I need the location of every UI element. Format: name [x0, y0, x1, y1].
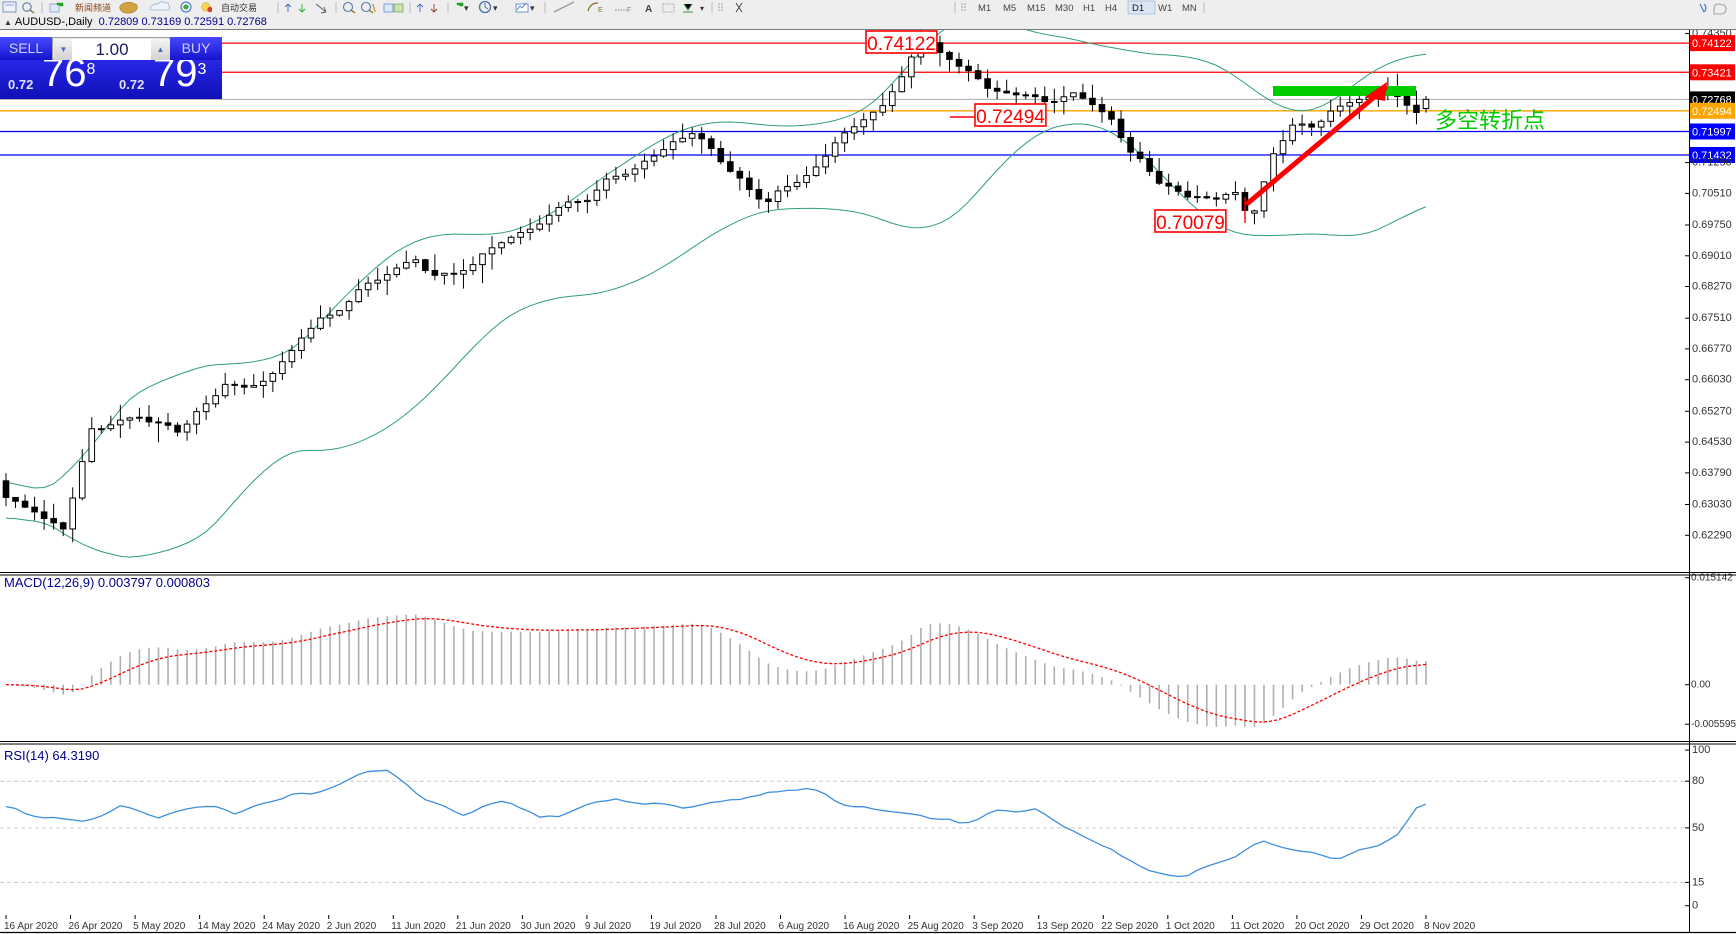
svg-text:26 Apr 2020: 26 Apr 2020 — [69, 921, 123, 932]
svg-text:新闻频道: 新闻频道 — [75, 2, 111, 13]
svg-text:F: F — [627, 7, 631, 14]
svg-text:0.63030: 0.63030 — [1692, 499, 1732, 511]
svg-text:0.67510: 0.67510 — [1692, 312, 1732, 324]
svg-text:9 Jul 2020: 9 Jul 2020 — [585, 921, 632, 932]
svg-text:19 Jul 2020: 19 Jul 2020 — [650, 921, 702, 932]
svg-text:D1: D1 — [1132, 3, 1144, 14]
svg-text:0.00: 0.00 — [1691, 680, 1711, 691]
svg-text:29 Oct 2020: 29 Oct 2020 — [1360, 921, 1415, 932]
svg-text:0.70510: 0.70510 — [1692, 187, 1732, 199]
svg-text:6 Aug 2020: 6 Aug 2020 — [779, 921, 830, 932]
svg-text:5 May 2020: 5 May 2020 — [133, 921, 186, 932]
svg-text:0.73421: 0.73421 — [1692, 67, 1732, 79]
svg-text:28 Jul 2020: 28 Jul 2020 — [714, 921, 766, 932]
svg-text:16 Aug 2020: 16 Aug 2020 — [843, 921, 900, 932]
svg-text:M5: M5 — [1003, 3, 1016, 14]
svg-text:自动交易: 自动交易 — [221, 2, 257, 13]
svg-text:11 Oct 2020: 11 Oct 2020 — [1230, 921, 1284, 932]
svg-text:0.69010: 0.69010 — [1692, 250, 1732, 262]
svg-text:0.70079: 0.70079 — [1156, 213, 1225, 234]
svg-text:▾: ▾ — [464, 3, 469, 13]
svg-text:M15: M15 — [1027, 3, 1045, 14]
svg-text:A: A — [645, 4, 652, 15]
svg-text:80: 80 — [1692, 775, 1704, 787]
svg-text:3 Sep 2020: 3 Sep 2020 — [972, 921, 1024, 932]
svg-text:MACD(12,26,9) 0.003797 0.00080: MACD(12,26,9) 0.003797 0.000803 — [4, 575, 210, 590]
svg-text:14 May 2020: 14 May 2020 — [198, 921, 256, 932]
svg-text:0.74122: 0.74122 — [1692, 38, 1732, 50]
svg-text:RSI(14) 64.3190: RSI(14) 64.3190 — [4, 748, 99, 763]
svg-text:H4: H4 — [1105, 3, 1117, 14]
svg-text:0: 0 — [1692, 900, 1698, 912]
svg-text:M30: M30 — [1055, 3, 1073, 14]
svg-text:0.65270: 0.65270 — [1692, 405, 1732, 417]
svg-text:多空转折点: 多空转折点 — [1435, 108, 1545, 133]
svg-text:0.62290: 0.62290 — [1692, 529, 1732, 541]
svg-text:11 Jun 2020: 11 Jun 2020 — [391, 921, 446, 932]
svg-text:50: 50 — [1692, 822, 1704, 834]
svg-text:▾: ▾ — [530, 3, 535, 13]
svg-text:▾: ▾ — [700, 4, 704, 13]
svg-text:0.72494: 0.72494 — [976, 107, 1045, 128]
svg-text:22 Sep 2020: 22 Sep 2020 — [1101, 921, 1158, 932]
svg-text:W1: W1 — [1158, 3, 1172, 14]
svg-text:1 Oct 2020: 1 Oct 2020 — [1166, 921, 1215, 932]
svg-text:M1: M1 — [978, 3, 991, 14]
svg-text:20 Oct 2020: 20 Oct 2020 — [1295, 921, 1350, 932]
svg-text:8 Nov 2020: 8 Nov 2020 — [1424, 921, 1476, 932]
svg-text:13 Sep 2020: 13 Sep 2020 — [1037, 921, 1094, 932]
svg-text:E: E — [598, 7, 603, 14]
svg-text:25 Aug 2020: 25 Aug 2020 — [908, 921, 965, 932]
svg-text:100: 100 — [1692, 744, 1710, 756]
svg-text:15: 15 — [1692, 876, 1704, 888]
svg-text:0.64530: 0.64530 — [1692, 436, 1732, 448]
svg-text:0.66030: 0.66030 — [1692, 374, 1732, 386]
svg-text:0.74122: 0.74122 — [867, 34, 936, 55]
svg-text:24 May 2020: 24 May 2020 — [262, 921, 320, 932]
svg-text:21 Jun 2020: 21 Jun 2020 — [456, 921, 511, 932]
svg-text:0.68270: 0.68270 — [1692, 281, 1732, 293]
svg-text:0.69750: 0.69750 — [1692, 219, 1732, 231]
svg-text:H1: H1 — [1083, 3, 1095, 14]
svg-text:MN: MN — [1182, 3, 1197, 14]
svg-text:0.72494: 0.72494 — [1692, 106, 1732, 118]
svg-text:2 Jun 2020: 2 Jun 2020 — [327, 921, 377, 932]
svg-text:0.71250: 0.71250 — [1692, 157, 1732, 169]
svg-text:0.63790: 0.63790 — [1692, 467, 1732, 479]
svg-text:0.015142: 0.015142 — [1691, 573, 1733, 584]
svg-text:30 Jun 2020: 30 Jun 2020 — [520, 921, 575, 932]
svg-text:0.66770: 0.66770 — [1692, 343, 1732, 355]
svg-text:0.71997: 0.71997 — [1692, 127, 1732, 139]
svg-text:16 Apr 2020: 16 Apr 2020 — [4, 921, 58, 932]
svg-text:▾: ▾ — [493, 3, 498, 13]
svg-text:-0.005595: -0.005595 — [1691, 719, 1736, 730]
